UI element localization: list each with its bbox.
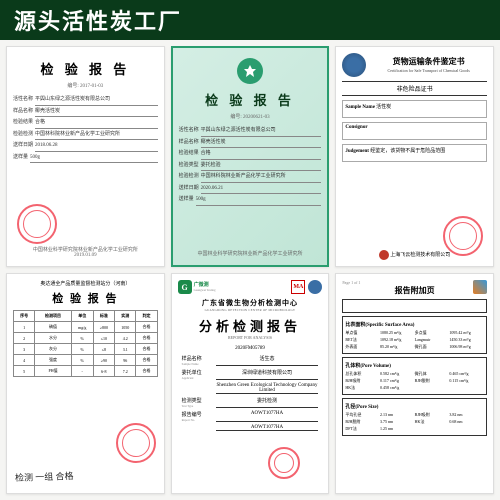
table-row: 3灰分%≤83.1合格 [14, 344, 158, 355]
field-row: 样品名称椰壳活性炭 [13, 109, 158, 118]
brand-logo-icon [473, 280, 487, 294]
doc3-org: 上海飞云检测技术有限公司 [336, 250, 493, 260]
field-row: 送样日期2020.06.21 [179, 186, 322, 195]
field-row: 活性名称平舆山东绿之源活性炭有限总公司 [13, 97, 158, 106]
doc2-fields: 活性名称平舆山东绿之源活性炭有限总公司样品名称椰壳活性炭检验结果合格检验类型委托… [179, 128, 322, 206]
doc5-field-row: 样品名称Sample Name活生态 [182, 355, 319, 366]
doc6-data-row: HK法0.458 cm³/g [345, 385, 484, 391]
doc6-data-row: 单点值1080.25 m²/g多点值1095.42 m²/g [345, 330, 484, 336]
table-row: 5PH值-6-87.2合格 [14, 366, 158, 377]
doc1-fields: 活性名称平舆山东绿之源活性炭有限总公司样品名称椰壳活性炭检验结果合格检验检测中国… [13, 97, 158, 163]
doc5-field-row: AOWT1077HA [182, 425, 319, 431]
doc6-data-row: BJH吸附0.117 cm³/gBJH脱附0.115 cm³/g [345, 378, 484, 384]
doc3-title: 货物运输条件鉴定书 [370, 57, 487, 67]
table-row: 4强度%≥9096合格 [14, 355, 158, 366]
red-stamp-icon [268, 447, 300, 479]
doc1-footer: 中国林业科学研究院林业新产品化学工业研究所 2019.01.09 [7, 246, 164, 258]
doc5-org-en: GUANGDONG DETECTION CENTER OF MICROBIOLO… [178, 308, 323, 312]
doc5-fields: 样品名称Sample Name活生态委托单位Applicant深圳绿道科技有限公… [178, 355, 323, 431]
doc-test-table: 奥达通全产品质量监督检测站分（河南） 检 验 报 告 序号检测项目单位标准实测判… [6, 273, 165, 494]
doc6-section-box: 孔体积(Pore Volume)总孔体积0.582 cm³/g微孔体0.465 … [342, 357, 487, 395]
doc3-section: 非危险品证书 [342, 81, 487, 96]
doc1-number: 编号: 2017-01-03 [13, 82, 158, 89]
ma-logo-icon: MA [291, 280, 305, 294]
doc6-data-row: DFT法1.25 nm [345, 426, 484, 432]
doc5-field-row: 检测类型Test Type委托检测 [182, 397, 319, 408]
doc3-field-box: Consignor [342, 122, 487, 140]
doc5-title-en: REPORT FOR ANALYSIS [178, 335, 323, 340]
field-row: 样品名称椰壳活性炭 [179, 140, 322, 149]
cnas-small-icon [308, 280, 322, 294]
doc5-field-row: 委托单位Applicant深圳绿道科技有限公司 [182, 369, 319, 380]
doc5-logo-row: G 广微测 Guangwei Testing MA [178, 280, 323, 294]
doc6-title: 报告附加页 [342, 285, 487, 296]
doc3-field-box: Sample Name 活性炭 [342, 100, 487, 118]
field-row: 检验结果合格 [13, 120, 158, 129]
doc3-field-box: Judgement 经鉴定，该货物不属于危险品范围 [342, 144, 487, 162]
doc5-org: 广东省微生物分析检测中心 [178, 298, 323, 308]
red-stamp-icon [17, 204, 57, 244]
field-row: 送样量500g [179, 197, 322, 206]
doc6-section-box: 孔径(Pore Size)平均孔径2.13 nmBJH吸附3.82 nmBJH脱… [342, 398, 487, 436]
field-row: 检验类型委托检验 [179, 163, 322, 172]
doc2-footer: 中国林业科学研究院林业新产品化学工业研究所 [173, 250, 328, 257]
doc6-data-row: 总孔体积0.582 cm³/g微孔体0.465 cm³/g [345, 371, 484, 377]
header-bar: 源头活性炭工厂 [0, 0, 500, 40]
doc6-section-box: 比表面积(Specific Surface Area)单点值1080.25 m²… [342, 316, 487, 354]
header-title: 源头活性炭工厂 [14, 4, 182, 36]
doc5-field-row: 报告编号Report No.AOWT1077HA [182, 411, 319, 422]
doc6-header-box [342, 299, 487, 313]
field-row: 检验检测中国林科院林业新产品化学工业研究所 [13, 132, 158, 141]
org-logo-icon [379, 250, 389, 260]
doc4-header: 奥达通全产品质量监督检测站分（河南） [13, 280, 158, 287]
doc2-title: 检 验 报 告 [179, 90, 322, 109]
field-row: 活性名称平舆山东绿之源活性炭有限总公司 [179, 128, 322, 137]
document-grid: 检 验 报 告 编号: 2017-01-03 活性名称平舆山东绿之源活性炭有限总… [0, 40, 500, 500]
doc-analysis-report: G 广微测 Guangwei Testing MA 广东省微生物分析检测中心 G… [171, 273, 330, 494]
doc-data-sheet: Page 1 of 1 报告附加页 比表面积(Specific Surface … [335, 273, 494, 494]
guangwei-logo-icon: G [178, 280, 192, 294]
doc4-title: 检 验 报 告 [13, 290, 158, 306]
doc3-subtitle: Certification for Safe Transport of Chem… [370, 68, 487, 73]
handwriting-note: 检测 一组 合格 [15, 469, 74, 484]
field-row: 检验检测中国林科院林业新产品化学工业研究所 [179, 174, 322, 183]
field-row: 送样量500g [13, 155, 158, 164]
doc2-number: 编号: 20200621-03 [179, 113, 322, 120]
field-row: 检验结果合格 [179, 151, 322, 160]
doc-inspection-report-2: 检 验 报 告 编号: 20200621-03 活性名称平舆山东绿之源活性炭有限… [171, 46, 330, 267]
table-row: 2水分%≤104.2合格 [14, 333, 158, 344]
doc6-sections: 比表面积(Specific Surface Area)单点值1080.25 m²… [342, 316, 487, 436]
red-stamp-icon [116, 423, 156, 463]
field-row: 送样日期2018.06.28 [13, 143, 158, 152]
emblem-icon [237, 58, 263, 84]
doc6-data-row: 平均孔径2.13 nmBJH吸附3.82 nm [345, 412, 484, 418]
doc6-data-row: 外表面85.20 m²/g微孔面1006.98 m²/g [345, 344, 484, 350]
doc-transport-cert: 货物运输条件鉴定书 Certification for Safe Transpo… [335, 46, 494, 267]
doc6-data-row: BET法1092.18 m²/gLangmuir1450.33 m²/g [345, 337, 484, 343]
table-row: 1碘值mg/g≥8001050合格 [14, 322, 158, 333]
doc5-reportno: 2020FM05789 [178, 346, 323, 351]
doc6-data-row: BJH脱附3.75 nmHK法0.68 nm [345, 419, 484, 425]
doc1-title: 检 验 报 告 [13, 59, 158, 78]
doc5-title: 分析检测报告 [178, 316, 323, 335]
cnas-logo-icon [342, 53, 366, 77]
doc3-fields: Sample Name 活性炭 Consignor Judgement 经鉴定，该… [342, 100, 487, 162]
doc4-table: 序号检测项目单位标准实测判定 1碘值mg/g≥8001050合格2水分%≤104… [13, 310, 158, 377]
doc5-field-row: Shenzhen Green Ecological Technology Com… [182, 383, 319, 394]
doc-inspection-report-1: 检 验 报 告 编号: 2017-01-03 活性名称平舆山东绿之源活性炭有限总… [6, 46, 165, 267]
